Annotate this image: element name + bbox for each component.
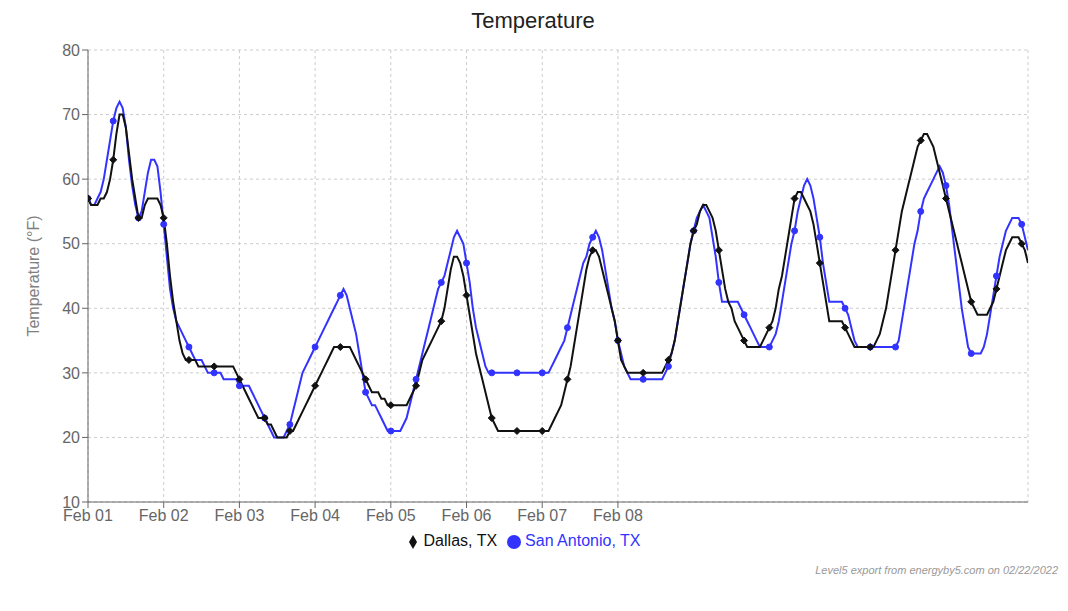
svg-text:Feb 01: Feb 01 bbox=[63, 507, 113, 525]
svg-text:30: 30 bbox=[62, 365, 80, 382]
svg-text:20: 20 bbox=[62, 429, 80, 446]
html-text:Dallas, TX: Dallas, TX bbox=[423, 532, 498, 549]
svg-text:Feb 08: Feb 08 bbox=[593, 507, 643, 524]
svg-text:Temperature (°F): Temperature (°F) bbox=[25, 215, 42, 336]
svg-text:60: 60 bbox=[62, 171, 80, 188]
html-text:Level5 export from energyby5.c: Level5 export from energyby5.com on 02/2… bbox=[815, 564, 1058, 576]
svg-text:Feb 03: Feb 03 bbox=[215, 507, 265, 524]
svg-text:Feb 06: Feb 06 bbox=[442, 507, 492, 524]
html-text:San Antonio, TX: San Antonio, TX bbox=[525, 532, 641, 549]
svg-text:40: 40 bbox=[62, 300, 80, 317]
svg-text:10: 10 bbox=[62, 494, 80, 511]
svg-text:Feb 04: Feb 04 bbox=[290, 507, 340, 524]
svg-text:Feb 07: Feb 07 bbox=[517, 507, 567, 524]
svg-text:80: 80 bbox=[62, 42, 80, 59]
svg-text:70: 70 bbox=[62, 106, 80, 123]
svg-text:Feb 05: Feb 05 bbox=[366, 507, 416, 524]
svg-text:Feb 02: Feb 02 bbox=[139, 507, 189, 524]
svg-text:50: 50 bbox=[62, 235, 80, 252]
html-text:Temperature: Temperature bbox=[471, 8, 595, 33]
